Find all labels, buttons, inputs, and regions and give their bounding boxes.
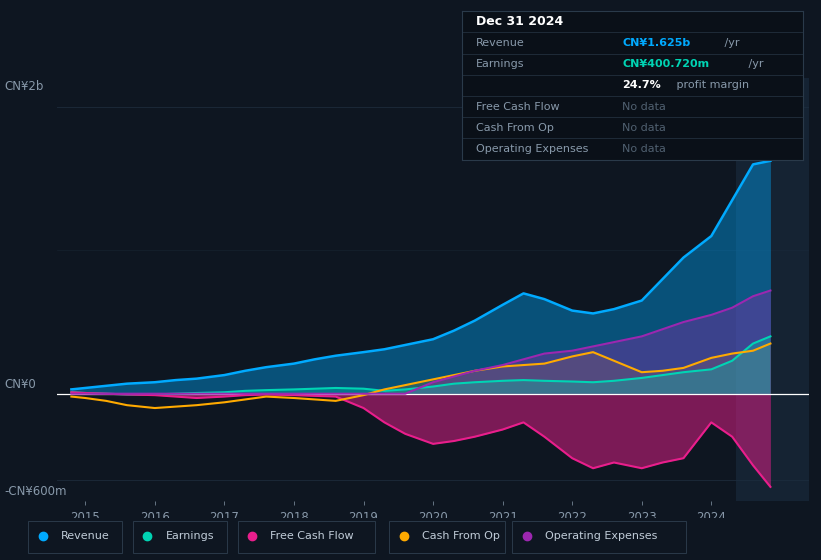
Text: Earnings: Earnings	[476, 59, 525, 69]
Text: Cash From Op: Cash From Op	[422, 531, 500, 541]
Text: CN¥1.625b: CN¥1.625b	[622, 38, 690, 48]
Text: CN¥400.720m: CN¥400.720m	[622, 59, 709, 69]
Text: /yr: /yr	[721, 38, 740, 48]
Text: Free Cash Flow: Free Cash Flow	[270, 531, 354, 541]
Text: No data: No data	[622, 123, 666, 133]
Text: No data: No data	[622, 144, 666, 154]
Text: CN¥2b: CN¥2b	[4, 80, 44, 93]
Text: 24.7%: 24.7%	[622, 81, 661, 90]
Text: CN¥0: CN¥0	[4, 378, 36, 391]
Text: Free Cash Flow: Free Cash Flow	[476, 101, 559, 111]
Text: No data: No data	[622, 101, 666, 111]
Text: Earnings: Earnings	[166, 531, 214, 541]
Text: Operating Expenses: Operating Expenses	[545, 531, 657, 541]
Text: -CN¥600m: -CN¥600m	[4, 486, 67, 498]
Bar	[736, 78, 809, 501]
Text: Dec 31 2024: Dec 31 2024	[476, 15, 563, 29]
Text: Revenue: Revenue	[61, 531, 109, 541]
Text: /yr: /yr	[745, 59, 764, 69]
Text: Operating Expenses: Operating Expenses	[476, 144, 588, 154]
Text: Cash From Op: Cash From Op	[476, 123, 553, 133]
Text: Revenue: Revenue	[476, 38, 525, 48]
Text: profit margin: profit margin	[673, 81, 750, 90]
